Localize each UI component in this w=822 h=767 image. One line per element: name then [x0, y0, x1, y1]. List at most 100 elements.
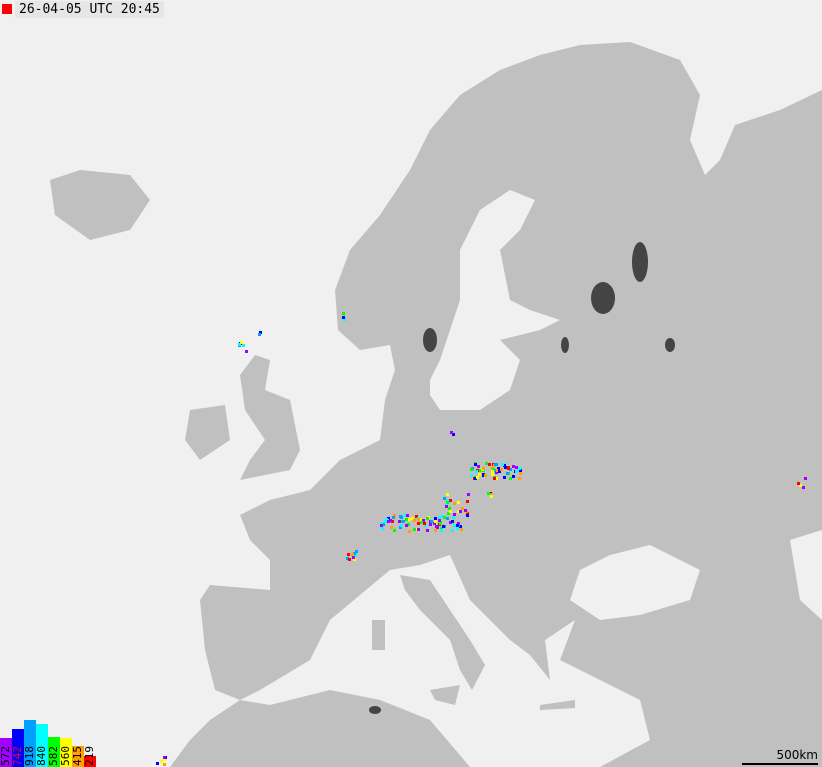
lightning-strike — [518, 477, 521, 480]
sicily — [430, 685, 460, 705]
lightning-strike — [451, 529, 454, 532]
lightning-strike — [426, 529, 429, 532]
lightning-strike — [406, 514, 409, 517]
lightning-strike — [493, 477, 496, 480]
lightning-strike — [461, 507, 464, 510]
legend-bar: 572 — [0, 738, 12, 767]
lightning-strike — [402, 520, 405, 523]
lightning-strike — [424, 524, 427, 527]
lightning-strike — [464, 509, 467, 512]
legend-count: 219 — [83, 746, 96, 766]
lightning-strike — [420, 521, 423, 524]
lightning-strike — [484, 474, 487, 477]
lightning-strike — [353, 552, 356, 555]
legend-bar: 582 — [47, 737, 60, 767]
lightning-strike — [492, 468, 495, 471]
lightning-strike — [415, 515, 418, 518]
lightning-strike — [478, 473, 481, 476]
lightning-strike — [346, 557, 349, 560]
lightning-strike — [446, 499, 449, 502]
lightning-strike — [507, 467, 510, 470]
lightning-strike — [503, 464, 506, 467]
lightning-strike — [452, 516, 455, 519]
lightning-strike — [439, 522, 442, 525]
lightning-strike — [509, 468, 512, 471]
lightning-strike — [411, 517, 414, 520]
lightning-strike — [506, 472, 509, 475]
lightning-strike — [387, 517, 390, 520]
lightning-strike — [259, 331, 262, 334]
lightning-strike — [160, 760, 163, 763]
lightning-strike — [355, 550, 358, 553]
lightning-strike — [245, 350, 248, 353]
lightning-strike — [490, 495, 493, 498]
lightning-strike — [387, 520, 390, 523]
lightning-strike — [457, 522, 460, 525]
lightning-strike — [476, 476, 479, 479]
lightning-strike — [488, 463, 491, 466]
lightning-strike — [433, 522, 436, 525]
legend-bar: 918 — [23, 720, 36, 767]
lightning-strike — [491, 473, 494, 476]
lightning-strike — [347, 553, 350, 556]
lightning-strike — [467, 493, 470, 496]
lightning-strike — [343, 318, 346, 321]
lightning-strike — [393, 514, 396, 517]
lightning-strike — [477, 465, 480, 468]
lightning-strikes — [156, 312, 807, 766]
lightning-strike — [456, 524, 459, 527]
iceland — [50, 170, 150, 240]
lightning-strike — [457, 501, 460, 504]
lightning-strike — [443, 497, 446, 500]
lightning-strike — [797, 482, 800, 485]
lightning-strike — [163, 756, 166, 759]
lightning-strike — [408, 518, 411, 521]
lightning-strike — [417, 528, 420, 531]
italy — [400, 575, 485, 690]
lightning-strike — [351, 553, 354, 556]
lightning-strike — [504, 466, 507, 469]
lightning-strike — [413, 528, 416, 531]
lightning-strike — [156, 762, 159, 765]
lightning-strike — [804, 477, 807, 480]
lightning-strike — [342, 316, 345, 319]
lightning-strike — [382, 523, 385, 526]
lightning-strike — [399, 526, 402, 529]
lightning-strike — [258, 333, 261, 336]
lightning-strike — [446, 517, 449, 520]
lightning-strike — [434, 520, 437, 523]
lightning-strike — [512, 475, 515, 478]
lightning-strike — [491, 470, 494, 473]
lightning-strike — [240, 341, 243, 344]
lightning-strike — [429, 523, 432, 526]
lightning-strike — [799, 484, 802, 487]
lightning-strike — [381, 527, 384, 530]
lightning-strike — [380, 522, 383, 525]
lightning-strike — [403, 514, 406, 517]
lightning-strike — [441, 515, 444, 518]
lightning-strike — [479, 469, 482, 472]
lightning-strike — [392, 516, 395, 519]
lightning-strike — [400, 516, 403, 519]
lightning-strike — [512, 465, 515, 468]
lightning-strike — [482, 474, 485, 477]
scale-line — [742, 763, 818, 765]
lightning-strike — [422, 519, 425, 522]
lightning-strike — [453, 502, 456, 505]
lightning-strike — [515, 466, 518, 469]
scale-label: 500km — [776, 748, 818, 762]
lightning-strike — [449, 499, 452, 502]
lightning-strike — [419, 518, 422, 521]
lightning-strike — [380, 524, 383, 527]
lightning-strike — [466, 514, 469, 517]
lightning-strike — [490, 493, 493, 496]
lightning-strike — [434, 517, 437, 520]
lightning-strike — [451, 520, 454, 523]
lightning-strike — [519, 469, 522, 472]
lightning-strike — [460, 528, 463, 531]
lightning-strike — [470, 468, 473, 471]
lightning-strike — [389, 519, 392, 522]
lightning-strike — [352, 556, 355, 559]
